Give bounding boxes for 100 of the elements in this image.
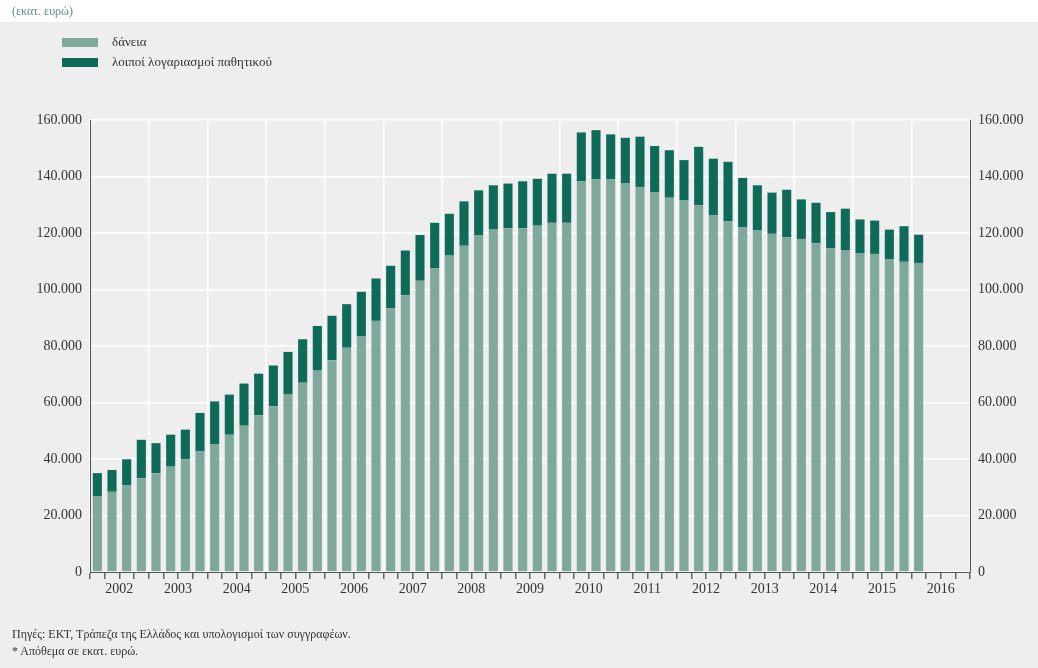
bar	[195, 412, 205, 452]
bar	[166, 434, 176, 467]
bar	[268, 406, 278, 572]
bar	[92, 496, 102, 572]
bar	[195, 451, 205, 572]
bar	[386, 265, 396, 309]
y2-tick-label: 60.000	[978, 394, 1017, 410]
bar	[474, 190, 484, 236]
y2-tick-label: 40.000	[978, 450, 1017, 466]
bar	[694, 146, 704, 206]
bar	[151, 473, 161, 572]
bar	[620, 137, 630, 184]
bar	[591, 130, 601, 180]
bar	[356, 291, 366, 337]
bar	[650, 192, 660, 572]
legend-label: λοιποί λογαριασμοί παθητικού	[112, 54, 272, 70]
x-tick-label: 2009	[516, 580, 544, 596]
bar	[884, 258, 894, 572]
bar	[723, 221, 733, 572]
bar	[503, 183, 513, 229]
bar	[459, 201, 469, 246]
bar	[547, 173, 557, 223]
x-tick-label: 2016	[926, 580, 955, 596]
bar	[855, 253, 865, 572]
bar	[415, 234, 425, 281]
legend-label: δάνεια	[112, 34, 147, 50]
bar	[899, 261, 909, 572]
bar	[796, 199, 806, 239]
x-tick-label: 2011	[633, 580, 662, 596]
bar	[210, 444, 220, 572]
x-tick-label: 2006	[340, 580, 368, 596]
bar	[298, 382, 308, 572]
bar	[342, 347, 352, 572]
bar	[92, 473, 102, 497]
x-tick-label: 2004	[222, 580, 251, 596]
y-tick-label: 120.000	[36, 224, 82, 240]
x-tick-label: 2007	[398, 580, 427, 596]
bar	[474, 235, 484, 572]
y-tick-label: 60.000	[43, 394, 82, 410]
bar	[694, 205, 704, 572]
bar	[283, 394, 293, 572]
bar	[679, 200, 689, 572]
bar	[312, 325, 322, 371]
y-tick-label: 80.000	[43, 337, 82, 353]
bar	[738, 227, 748, 572]
bar	[576, 181, 586, 572]
bar	[782, 189, 792, 238]
bar	[576, 132, 586, 182]
bar	[914, 234, 924, 263]
x-tick-label: 2015	[868, 580, 896, 596]
y-tick-label: 100.000	[36, 281, 82, 297]
bar	[136, 439, 146, 479]
bar	[591, 179, 601, 572]
bar	[327, 315, 337, 361]
y2-tick-label: 140.000	[978, 168, 1024, 184]
bar	[356, 336, 366, 572]
bar	[635, 136, 645, 187]
bar	[488, 229, 498, 572]
bar	[371, 278, 381, 321]
y-tick-label: 140.000	[36, 168, 82, 184]
bar	[811, 202, 821, 244]
bar	[107, 491, 117, 572]
bar	[166, 466, 176, 572]
y2-tick-label: 0	[978, 563, 985, 579]
bar	[606, 179, 616, 572]
bar	[738, 177, 748, 228]
bar	[283, 351, 293, 395]
chart-title: (εκατ. ευρώ)	[12, 4, 73, 19]
bar	[518, 228, 528, 572]
bar	[107, 470, 117, 492]
bar	[855, 219, 865, 254]
bar	[151, 443, 161, 474]
y-tick-label: 40.000	[43, 450, 82, 466]
y-tick-label: 20.000	[43, 507, 82, 523]
bar	[752, 230, 762, 572]
y2-tick-label: 20.000	[978, 507, 1017, 523]
bar	[239, 425, 249, 572]
bar	[635, 186, 645, 572]
x-tick-label: 2008	[457, 580, 486, 596]
bar	[327, 360, 337, 572]
bar	[532, 178, 542, 226]
bar	[180, 429, 190, 460]
x-tick-label: 2013	[750, 580, 779, 596]
text: Πηγές: ΕΚΤ, Τράπεζα της Ελλάδος και υπολογισμοί των συγγραφέων.	[12, 626, 351, 643]
bar	[547, 222, 557, 572]
bar	[679, 160, 689, 201]
bar	[239, 383, 249, 426]
bar	[606, 134, 616, 180]
bar	[122, 459, 132, 485]
text: * Απόθεμα σε εκατ. ευρώ.	[12, 643, 140, 660]
bar	[298, 339, 308, 383]
bar	[767, 192, 777, 234]
bar	[400, 250, 410, 296]
x-tick-label: 2003	[164, 580, 192, 596]
bar	[796, 238, 806, 572]
bar	[430, 268, 440, 572]
bar	[767, 233, 777, 572]
y2-tick-label: 160.000	[978, 111, 1024, 127]
bar	[430, 222, 440, 269]
bar	[180, 459, 190, 572]
